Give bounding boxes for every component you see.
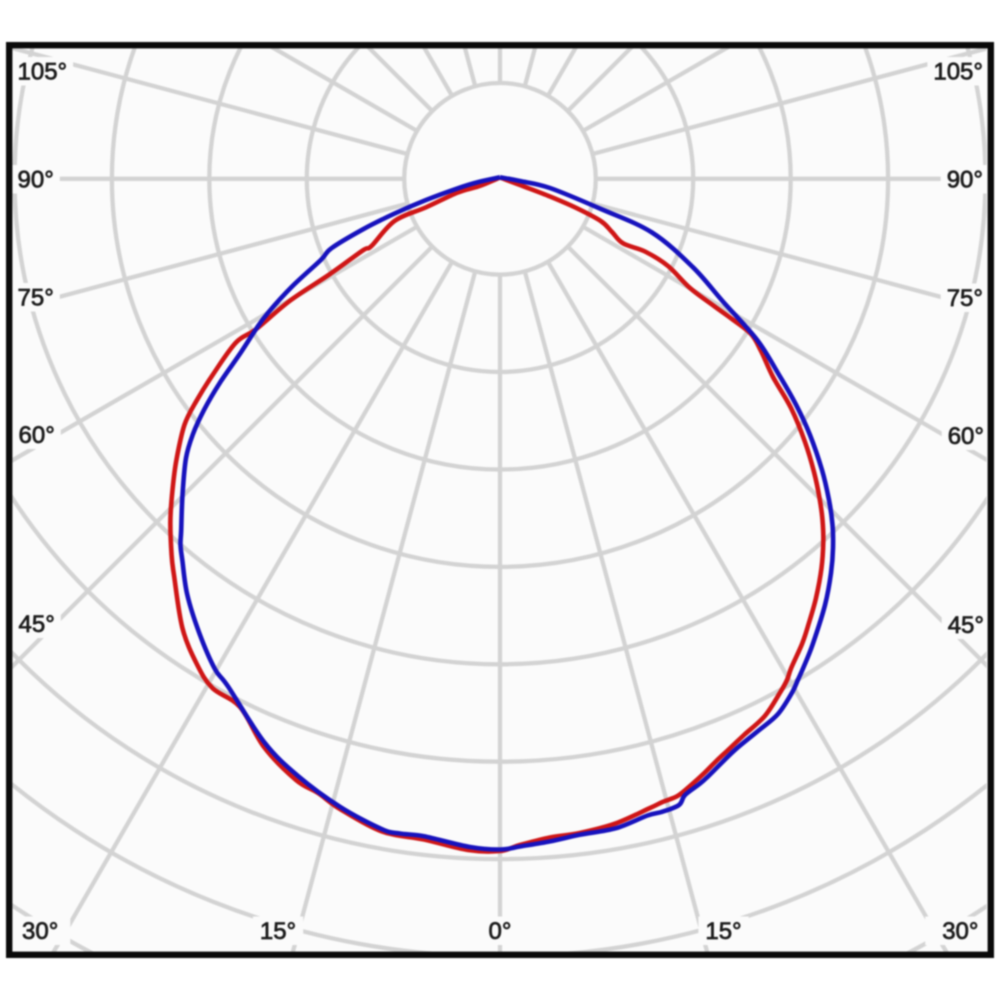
svg-text:0°: 0° [489, 918, 512, 945]
svg-text:60°: 60° [19, 422, 55, 449]
svg-text:45°: 45° [19, 611, 55, 638]
svg-text:105°: 105° [933, 59, 983, 86]
svg-text:30°: 30° [942, 918, 978, 945]
svg-text:90°: 90° [947, 167, 983, 194]
svg-text:45°: 45° [948, 612, 984, 639]
svg-text:90°: 90° [18, 167, 54, 194]
svg-text:105°: 105° [18, 59, 68, 86]
svg-text:60°: 60° [948, 423, 984, 450]
svg-text:75°: 75° [18, 285, 54, 312]
svg-text:15°: 15° [260, 918, 296, 945]
svg-text:30°: 30° [22, 918, 58, 945]
svg-text:15°: 15° [705, 918, 741, 945]
svg-text:75°: 75° [947, 285, 983, 312]
